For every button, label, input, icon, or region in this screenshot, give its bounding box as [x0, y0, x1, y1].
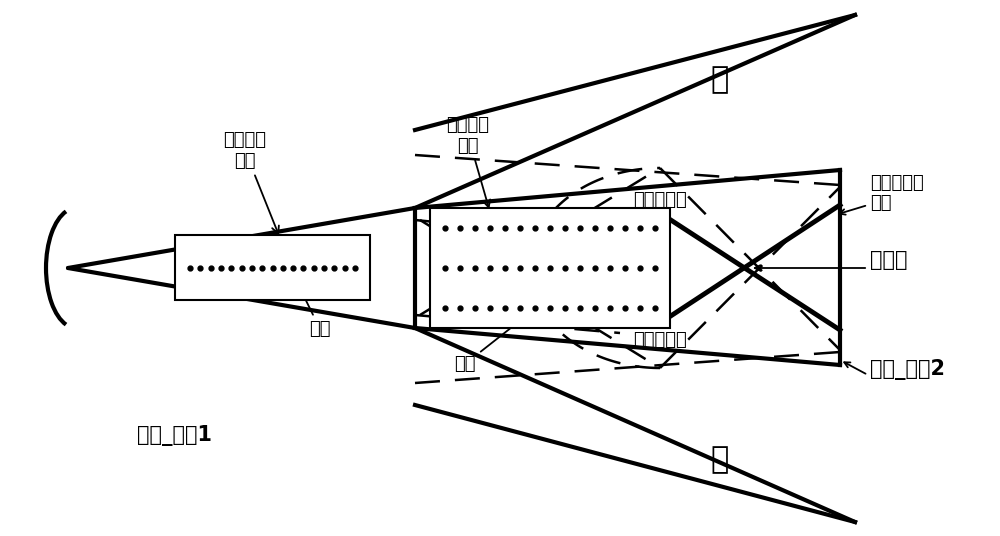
- Text: 测点: 测点: [292, 272, 331, 338]
- Text: 转捩测量
区域: 转捩测量 区域: [224, 131, 279, 234]
- Bar: [430, 208, 670, 328]
- Text: 转捩测量
区域: 转捩测量 区域: [446, 116, 490, 207]
- Text: 翼影响区域: 翼影响区域: [633, 331, 687, 349]
- Bar: [175, 235, 370, 300]
- Text: 凸起物影响
区域: 凸起物影响 区域: [870, 174, 924, 212]
- Text: 机体_部段1: 机体_部段1: [138, 425, 212, 445]
- Text: 机体_部段2: 机体_部段2: [870, 360, 945, 381]
- Text: 翼: 翼: [711, 65, 729, 94]
- Text: 测点: 测点: [454, 308, 536, 373]
- Text: 翼: 翼: [711, 445, 729, 474]
- Text: 凸起物: 凸起物: [870, 250, 908, 270]
- Text: 翼影响区域: 翼影响区域: [633, 191, 687, 209]
